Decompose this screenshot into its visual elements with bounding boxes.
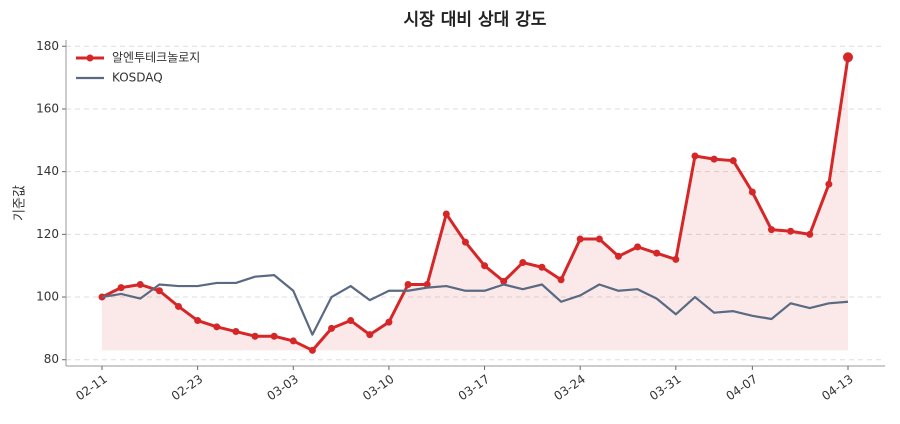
x-tick-label: 02-11 [73,372,110,403]
point [194,317,202,325]
point [213,323,221,331]
point [519,259,527,267]
point [843,52,853,63]
point [270,332,278,340]
x-tick-label: 04-13 [819,372,856,403]
point [117,284,125,292]
x-tick-label: 02-23 [169,372,206,403]
point [825,180,833,188]
y-tick-label: 140 [36,164,59,178]
x-tick-label: 03-03 [264,372,301,403]
point [404,281,412,288]
point [328,324,336,332]
point [538,263,546,271]
point [155,287,163,295]
point [232,328,240,336]
point [289,337,297,345]
point [481,262,489,270]
legend-label: 알엔투테크놀로지 [112,51,200,65]
y-tick-label: 80 [44,352,59,366]
y-tick-label: 160 [36,101,59,115]
point [136,281,144,288]
point [787,227,795,235]
point [653,249,661,257]
point [806,230,814,238]
line [101,273,849,336]
x-tick-label: 03-24 [551,372,588,403]
y-axis-label: 기준값 [13,185,28,221]
point [595,235,603,243]
point [442,210,450,218]
y-tick-label: 120 [36,227,59,241]
legend-label: KOSDAQ [112,71,163,85]
point [423,281,431,288]
point [308,346,316,354]
point [251,332,259,340]
point [557,276,565,284]
area-fill [102,57,848,351]
point [347,317,355,325]
line [101,57,850,352]
point [729,157,737,165]
point [576,235,584,243]
point [691,152,699,160]
y-tick-label: 180 [36,39,59,53]
point [634,243,642,251]
point [366,331,374,339]
point [500,277,508,285]
x-tick-label: 03-31 [647,372,684,403]
point [175,302,183,310]
point [614,252,622,260]
point [748,188,756,196]
point [385,318,393,326]
point [710,155,718,163]
chart-title: 시장 대비 상대 강도 [404,10,547,30]
x-tick-label: 03-17 [456,372,493,403]
x-tick-label: 03-10 [360,372,397,403]
legend-marker [86,54,94,62]
y-tick-label: 100 [36,290,59,304]
point [461,238,469,246]
point [767,226,775,234]
point [672,255,680,263]
x-tick-label: 04-07 [723,372,760,403]
